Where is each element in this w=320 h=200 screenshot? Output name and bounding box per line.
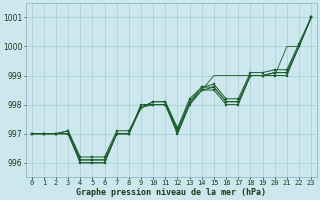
- X-axis label: Graphe pression niveau de la mer (hPa): Graphe pression niveau de la mer (hPa): [76, 188, 267, 197]
